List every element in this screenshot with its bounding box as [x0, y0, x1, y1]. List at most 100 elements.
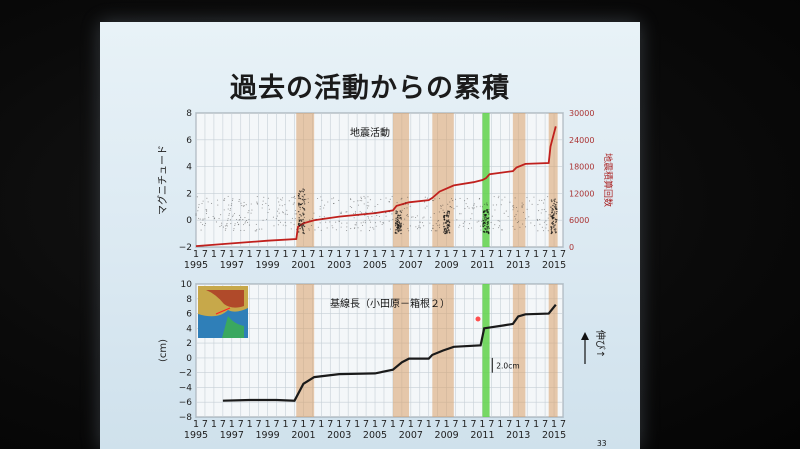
earthquake-dot: [500, 204, 502, 206]
earthquake-dot: [256, 196, 258, 198]
activity-period-band: [296, 284, 315, 417]
x-month-tick: 7: [453, 249, 459, 260]
earthquake-dot: [360, 222, 362, 224]
swarm-dot: [298, 202, 300, 204]
x-month-tick: 1: [390, 419, 396, 430]
earthquake-dot: [369, 226, 371, 228]
earthquake-dot: [473, 204, 475, 206]
earthquake-dot: [299, 208, 301, 210]
earthquake-dot: [368, 205, 370, 207]
earthquake-dot: [499, 220, 501, 222]
earthquake-dot: [437, 224, 439, 226]
earthquake-dot: [470, 218, 472, 220]
swarm-dot: [303, 203, 306, 205]
earthquake-dot: [429, 222, 431, 224]
swarm-dot: [486, 221, 489, 224]
earthquake-dot: [517, 221, 520, 223]
earthquake-dot: [294, 197, 296, 200]
swarm-dot: [400, 229, 403, 231]
earthquake-dot: [403, 208, 405, 210]
earthquake-dot: [284, 204, 286, 206]
earthquake-dot: [280, 198, 282, 200]
earthquake-dot: [479, 197, 481, 199]
x-month-tick: 1: [426, 249, 432, 260]
earthquake-dot: [333, 202, 335, 205]
swarm-dot: [400, 218, 402, 220]
x-month-tick: 7: [327, 419, 333, 430]
earthquake-dot: [357, 204, 359, 206]
earthquake-dot: [233, 229, 235, 231]
earthquake-dot: [228, 213, 230, 215]
earthquake-dot: [361, 212, 363, 214]
earthquake-dot: [355, 222, 357, 224]
earthquake-dot: [215, 221, 217, 223]
earthquake-dot: [547, 196, 549, 198]
earthquake-dot: [405, 203, 407, 205]
y-tick-label: 8: [186, 295, 192, 305]
x-month-tick: 1: [193, 419, 199, 430]
earthquake-dot: [449, 206, 451, 208]
x-month-tick: 7: [399, 249, 405, 260]
x-month-tick: 1: [229, 419, 235, 430]
swarm-dot: [400, 211, 403, 213]
swarm-dot: [551, 231, 553, 234]
swarm-dot: [487, 231, 490, 234]
earthquake-dot: [542, 230, 545, 232]
earthquake-dot: [367, 215, 369, 218]
earthquake-dot: [349, 198, 352, 200]
swarm-dot: [399, 228, 401, 230]
x-month-tick: 7: [524, 249, 530, 260]
swarm-dot: [302, 224, 305, 226]
swarm-dot: [302, 191, 305, 193]
swarm-dot: [301, 202, 303, 205]
earthquake-dot: [366, 207, 369, 209]
earthquake-dot: [521, 205, 523, 207]
x-month-tick: 1: [229, 249, 235, 260]
earthquake-dot: [519, 226, 521, 228]
earthquake-dot: [360, 196, 362, 198]
earthquake-dot: [210, 202, 213, 205]
swarm-dot: [302, 199, 305, 201]
earthquake-dot: [473, 207, 475, 209]
earthquake-dot: [512, 225, 514, 227]
earthquake-dot: [250, 203, 252, 205]
earthquake-dot: [217, 204, 219, 206]
earthquake-dot: [367, 196, 369, 198]
earthquake-dot: [355, 224, 357, 226]
activity-period-band: [392, 284, 410, 417]
earthquake-dot: [293, 224, 295, 226]
swarm-dot: [555, 232, 557, 234]
swarm-dot: [443, 222, 445, 224]
earthquake-dot: [272, 216, 274, 218]
swarm-dot: [485, 219, 488, 221]
earthquake-dot: [454, 198, 457, 200]
earthquake-dot: [340, 211, 342, 213]
x-month-tick: 1: [515, 419, 521, 430]
x-month-tick: 7: [381, 249, 387, 260]
earthquake-dot: [549, 214, 551, 216]
earthquake-dot: [251, 209, 253, 211]
earthquake-dot: [437, 220, 439, 222]
earthquake-dot: [480, 229, 482, 231]
swarm-dot: [550, 199, 553, 201]
earthquake-dot: [440, 205, 442, 207]
earthquake-dot: [466, 198, 468, 200]
swarm-dot: [485, 214, 487, 216]
earthquake-dot: [323, 216, 325, 218]
earthquake-dot: [515, 206, 518, 209]
earthquake-dot: [479, 225, 482, 227]
swarm-dot: [302, 188, 304, 190]
earthquake-dot: [438, 211, 440, 213]
earthquake-dot: [281, 199, 283, 201]
earthquake-dot: [286, 209, 288, 211]
swarm-dot: [298, 196, 300, 198]
swarm-dot: [485, 216, 487, 219]
earthquake-dot: [476, 221, 478, 223]
activity-period-band: [548, 113, 558, 247]
swarm-dot: [399, 226, 402, 229]
earthquake-dot: [478, 220, 480, 222]
earthquake-dot: [498, 195, 500, 197]
earthquake-dot: [543, 202, 545, 204]
x-month-tick: 1: [533, 249, 539, 260]
earthquake-dot: [276, 215, 278, 217]
